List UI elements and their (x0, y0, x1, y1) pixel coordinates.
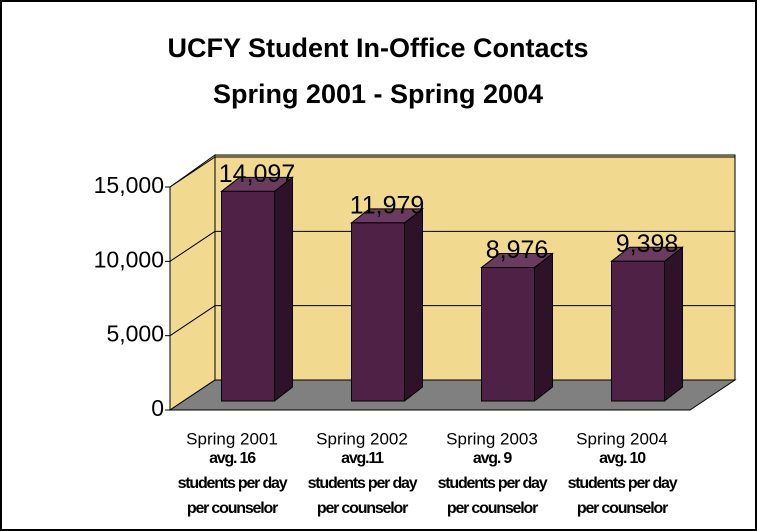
bar (480, 252, 554, 403)
chart-title: UCFY Student In-Office Contacts (167, 33, 588, 63)
data-label: 9,398 (616, 230, 679, 258)
bar (610, 246, 684, 403)
category-note: avg. 9 (473, 450, 512, 467)
bar-front (221, 190, 275, 402)
bar-side (274, 176, 293, 403)
side-wall (169, 154, 216, 411)
data-label: 8,976 (486, 236, 549, 264)
grid-line (169, 156, 216, 188)
data-label: 11,979 (350, 192, 425, 220)
data-label: 14,097 (219, 160, 295, 188)
category-note: avg. 16 (209, 450, 256, 467)
x-tick-label: Spring 2004 (576, 429, 668, 448)
grid-line (169, 230, 216, 262)
category-note: avg.11 (341, 450, 384, 467)
bar-side (404, 207, 423, 403)
category-note: per counselor (187, 500, 278, 517)
bar (350, 207, 424, 403)
bar-front (351, 222, 405, 402)
grid-line (169, 305, 216, 337)
category-note: students per day (308, 475, 418, 492)
y-tick-label: 15,000 (94, 172, 164, 198)
floor (168, 379, 737, 411)
chart-subtitle: Spring 2001 - Spring 2004 (213, 79, 543, 109)
y-tick-label: 10,000 (94, 246, 164, 272)
category-note: per counselor (577, 500, 668, 517)
category-note: per counselor (447, 500, 538, 517)
category-note: students per day (568, 475, 678, 492)
category-note: per counselor (317, 500, 408, 517)
bar-front (481, 267, 535, 402)
y-tick-label: 5,000 (106, 321, 164, 347)
x-tick-label: Spring 2002 (316, 429, 408, 448)
category-note: students per day (438, 475, 548, 492)
x-tick-label: Spring 2003 (446, 429, 538, 448)
category-note: avg. 10 (599, 450, 646, 467)
category-note: students per day (178, 475, 288, 492)
bar (220, 176, 294, 403)
bar-side (664, 246, 683, 403)
bar-side (534, 252, 553, 403)
y-tick-label: 0 (151, 395, 164, 421)
bar-front (611, 260, 665, 402)
x-tick-label: Spring 2001 (186, 429, 278, 448)
